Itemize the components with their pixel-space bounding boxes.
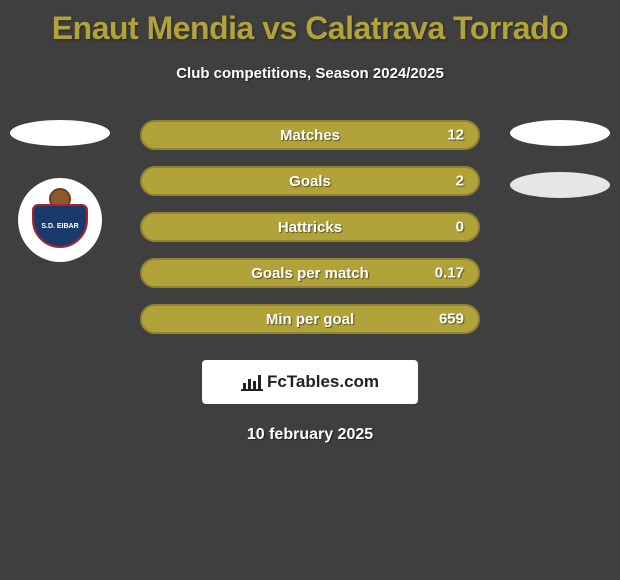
stat-bar-hattricks: Hattricks 0 [140,212,480,242]
stat-value: 12 [447,127,464,144]
date-line: 10 february 2025 [0,426,620,444]
player-left-avatar-placeholder [10,120,110,146]
stat-label: Goals per match [251,265,369,282]
stat-label: Matches [280,127,340,144]
stat-bar-goals: Goals 2 [140,166,480,196]
stat-value: 2 [456,173,464,190]
club-badge-right-placeholder [510,172,610,198]
stat-value: 0.17 [435,265,464,282]
stat-bars: Matches 12 Goals 2 Hattricks 0 Goals per… [140,120,480,334]
badge-text: S.D. EIBAR [41,223,78,230]
stat-value: 659 [439,311,464,328]
player-right-column [510,120,610,198]
page-title: Enaut Mendia vs Calatrava Torrado [0,0,620,47]
stat-bar-min-per-goal: Min per goal 659 [140,304,480,334]
player-right-avatar-placeholder [510,120,610,146]
watermark: FcTables.com [202,360,418,404]
club-badge-left: S.D. EIBAR [18,178,102,262]
stat-bar-goals-per-match: Goals per match 0.17 [140,258,480,288]
stat-label: Hattricks [278,219,342,236]
subtitle: Club competitions, Season 2024/2025 [0,65,620,82]
player-left-column: S.D. EIBAR [10,120,110,262]
stat-value: 0 [456,219,464,236]
bar-chart-icon [241,373,263,391]
watermark-text: FcTables.com [267,372,379,392]
comparison-chart: S.D. EIBAR Matches 12 Goals 2 Hattricks … [0,120,620,350]
stat-label: Min per goal [266,311,354,328]
badge-shield-icon: S.D. EIBAR [32,204,88,248]
stat-bar-matches: Matches 12 [140,120,480,150]
stat-label: Goals [289,173,331,190]
